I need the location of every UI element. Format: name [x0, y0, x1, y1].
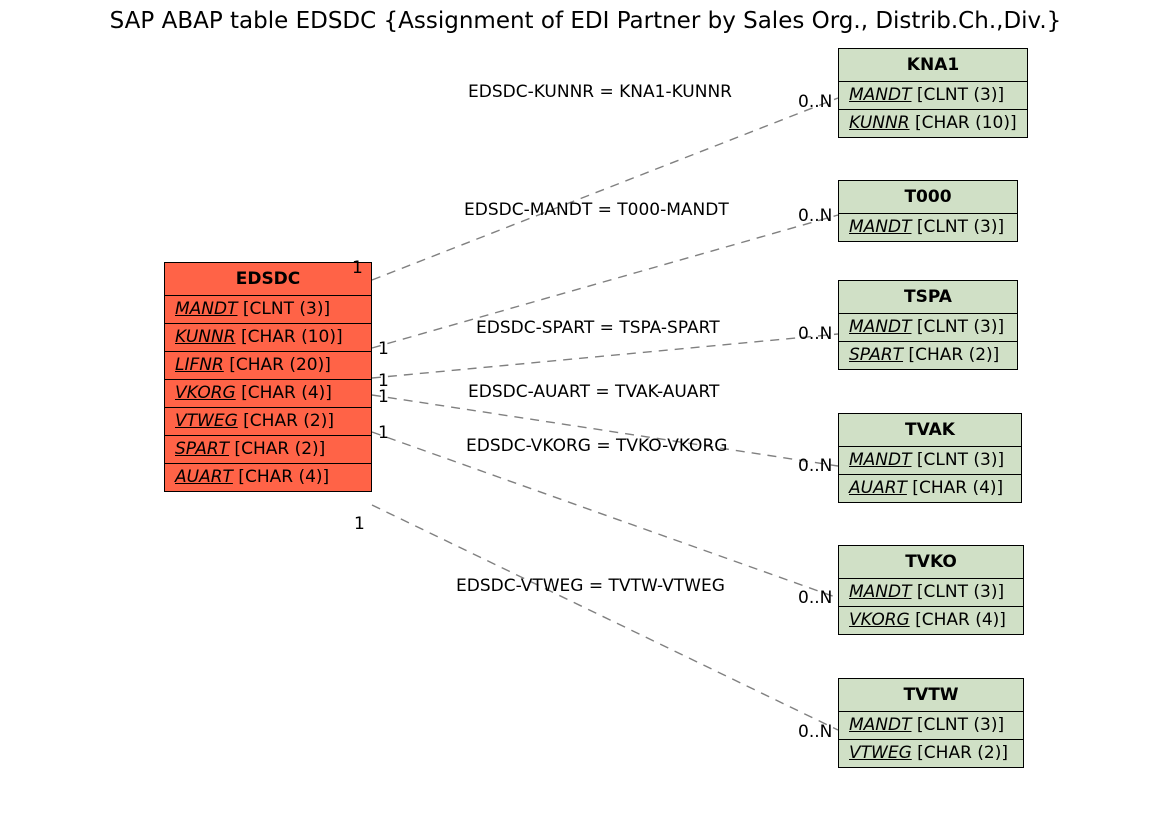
field-name: MANDT — [849, 582, 912, 602]
field-name: KUNNR — [849, 113, 910, 133]
entity-field: AUART [CHAR (4)] — [165, 464, 371, 491]
entity-header: KNA1 — [839, 49, 1027, 82]
entity-field: VKORG [CHAR (4)] — [839, 607, 1023, 634]
edge-label: EDSDC-MANDT = T000-MANDT — [464, 200, 729, 220]
entity-edsdc: EDSDCMANDT [CLNT (3)]KUNNR [CHAR (10)]LI… — [164, 262, 372, 492]
cardinality-source: 1 — [354, 514, 365, 534]
entity-kna1: KNA1MANDT [CLNT (3)]KUNNR [CHAR (10)] — [838, 48, 1028, 138]
entity-field: SPART [CHAR (2)] — [165, 436, 371, 464]
entity-field: MANDT [CLNT (3)] — [839, 214, 1017, 241]
cardinality-source: 1 — [378, 339, 389, 359]
entity-tvak: TVAKMANDT [CLNT (3)]AUART [CHAR (4)] — [838, 413, 1022, 503]
field-name: VKORG — [175, 383, 236, 403]
entity-tspa: TSPAMANDT [CLNT (3)]SPART [CHAR (2)] — [838, 280, 1018, 370]
entity-field: MANDT [CLNT (3)] — [839, 82, 1027, 110]
field-type: [CLNT (3)] — [912, 217, 1005, 237]
field-name: VTWEG — [175, 411, 238, 431]
cardinality-source: 1 — [352, 258, 363, 278]
field-name: SPART — [849, 345, 903, 365]
entity-field: VTWEG [CHAR (2)] — [165, 408, 371, 436]
entity-field: MANDT [CLNT (3)] — [839, 314, 1017, 342]
entity-field: VKORG [CHAR (4)] — [165, 380, 371, 408]
entity-field: LIFNR [CHAR (20)] — [165, 352, 371, 380]
field-name: MANDT — [849, 715, 912, 735]
field-name: MANDT — [849, 217, 912, 237]
entity-t000: T000MANDT [CLNT (3)] — [838, 180, 1018, 242]
cardinality-source: 1 — [378, 423, 389, 443]
entity-header: TVAK — [839, 414, 1021, 447]
edge-label: EDSDC-KUNNR = KNA1-KUNNR — [468, 82, 732, 102]
entity-field: MANDT [CLNT (3)] — [165, 296, 371, 324]
field-name: MANDT — [175, 299, 238, 319]
field-type: [CLNT (3)] — [912, 317, 1005, 337]
field-type: [CHAR (10)] — [236, 327, 343, 347]
cardinality-dest: 0..N — [798, 206, 832, 226]
edge-label: EDSDC-VKORG = TVKO-VKORG — [466, 436, 727, 456]
entity-header: EDSDC — [165, 263, 371, 296]
edge-label: EDSDC-AUART = TVAK-AUART — [468, 382, 719, 402]
field-type: [CHAR (4)] — [236, 383, 332, 403]
field-type: [CHAR (10)] — [910, 113, 1017, 133]
field-type: [CHAR (2)] — [229, 439, 325, 459]
cardinality-dest: 0..N — [798, 92, 832, 112]
entity-field: MANDT [CLNT (3)] — [839, 712, 1023, 740]
entity-field: SPART [CHAR (2)] — [839, 342, 1017, 369]
field-name: SPART — [175, 439, 229, 459]
field-type: [CLNT (3)] — [238, 299, 331, 319]
cardinality-dest: 0..N — [798, 324, 832, 344]
field-type: [CHAR (2)] — [903, 345, 999, 365]
entity-field: AUART [CHAR (4)] — [839, 475, 1021, 502]
field-name: LIFNR — [175, 355, 224, 375]
field-type: [CLNT (3)] — [912, 450, 1005, 470]
entity-field: KUNNR [CHAR (10)] — [165, 324, 371, 352]
cardinality-source: 1 — [378, 387, 389, 407]
field-type: [CLNT (3)] — [912, 582, 1005, 602]
edge-label: EDSDC-SPART = TSPA-SPART — [476, 318, 720, 338]
field-type: [CHAR (2)] — [238, 411, 334, 431]
entity-field: KUNNR [CHAR (10)] — [839, 110, 1027, 137]
entity-field: MANDT [CLNT (3)] — [839, 579, 1023, 607]
cardinality-dest: 0..N — [798, 456, 832, 476]
cardinality-dest: 0..N — [798, 722, 832, 742]
field-type: [CHAR (20)] — [224, 355, 331, 375]
field-type: [CHAR (2)] — [912, 743, 1008, 763]
entity-header: TVKO — [839, 546, 1023, 579]
entity-header: TVTW — [839, 679, 1023, 712]
field-name: AUART — [849, 478, 907, 498]
entity-field: MANDT [CLNT (3)] — [839, 447, 1021, 475]
field-type: [CHAR (4)] — [907, 478, 1003, 498]
entity-tvko: TVKOMANDT [CLNT (3)]VKORG [CHAR (4)] — [838, 545, 1024, 635]
field-name: KUNNR — [175, 327, 236, 347]
entity-field: VTWEG [CHAR (2)] — [839, 740, 1023, 767]
field-type: [CLNT (3)] — [912, 85, 1005, 105]
field-type: [CHAR (4)] — [910, 610, 1006, 630]
entity-header: TSPA — [839, 281, 1017, 314]
field-name: MANDT — [849, 450, 912, 470]
field-name: VTWEG — [849, 743, 912, 763]
entity-header: T000 — [839, 181, 1017, 214]
field-type: [CHAR (4)] — [233, 467, 329, 487]
diagram-canvas: EDSDCMANDT [CLNT (3)]KUNNR [CHAR (10)]LI… — [0, 0, 1171, 827]
entity-tvtw: TVTWMANDT [CLNT (3)]VTWEG [CHAR (2)] — [838, 678, 1024, 768]
field-name: VKORG — [849, 610, 910, 630]
edge-label: EDSDC-VTWEG = TVTW-VTWEG — [456, 576, 725, 596]
field-name: AUART — [175, 467, 233, 487]
field-type: [CLNT (3)] — [912, 715, 1005, 735]
cardinality-dest: 0..N — [798, 588, 832, 608]
field-name: MANDT — [849, 85, 912, 105]
field-name: MANDT — [849, 317, 912, 337]
